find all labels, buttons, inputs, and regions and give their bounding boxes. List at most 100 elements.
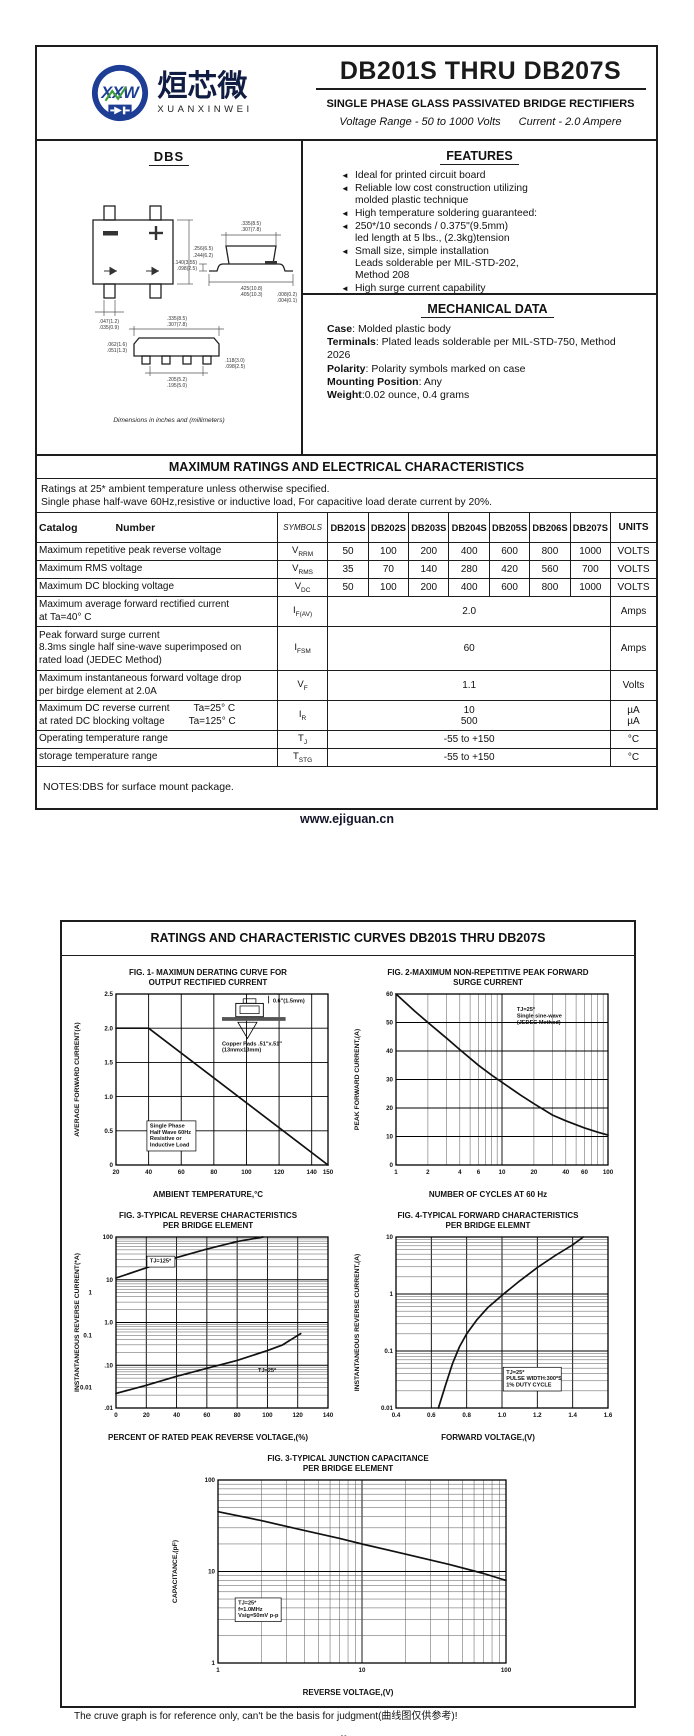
- svg-text:.062(1.6): .062(1.6): [107, 342, 127, 348]
- table-notes: NOTES:DBS for surface mount package.: [43, 781, 234, 793]
- curves-disclaimer: The cruve graph is for reference only, c…: [74, 1711, 458, 1722]
- logo-text: 烜芯微 XUANXINWEI: [157, 70, 252, 116]
- svg-text:40: 40: [145, 1169, 152, 1176]
- table-row: Maximum instantaneous forward voltage dr…: [37, 670, 656, 701]
- model-header: DB201S: [327, 512, 369, 543]
- symbol-cell: IFSM: [276, 626, 329, 671]
- features-heading: FEATURES: [440, 149, 519, 165]
- parameter-label: Maximum repetitive peak reverse voltage: [37, 542, 278, 561]
- svg-text:10: 10: [386, 1134, 393, 1141]
- svg-text:.335(8.5): .335(8.5): [167, 316, 187, 322]
- mechanical-row: Terminals: Plated leads solderable per M…: [327, 336, 616, 362]
- voltage-range: Voltage Range - 50 to 1000 Volts: [339, 116, 501, 128]
- fig4-chart: 0.4 0.6 0.8 1.0 1.2 1.4 1.6 0.01 0.1 1 10 INSTANTAN…: [354, 1234, 613, 1419]
- value-cell: 1000: [569, 578, 612, 597]
- fig1-xlabel: AMBIENT TEMPERATURE,°C: [152, 1190, 264, 1199]
- page2-frame: RATINGS AND CHARACTERISTIC CURVES DB201S…: [60, 920, 636, 1736]
- svg-text:1.2: 1.2: [533, 1412, 542, 1419]
- fig5-chart: 1 10 100 1 10 100 CAPACITANCE,(pF) TJ=25*f=1.0M…: [172, 1477, 512, 1674]
- fig2-title: FIG. 2-MAXIMUM NON-REPETITIVE PEAK FORWA…: [387, 968, 589, 987]
- feature-text: Ideal for printed circuit board: [355, 170, 486, 181]
- units-cell: Amps: [610, 626, 656, 671]
- fig2-xlabel: NUMBER OF CYCLES AT 60 Hz: [428, 1190, 548, 1199]
- symbol-cell: VRMS: [276, 560, 329, 579]
- svg-text:.098(2.5): .098(2.5): [225, 364, 245, 370]
- value-cell: 600: [488, 542, 531, 561]
- figure-fig3: FIG. 3-TYPICAL REVERSE CHARACTERISTICS PE…: [70, 1211, 346, 1442]
- model-header: DB207S: [569, 512, 612, 543]
- table-row: Maximum average forward rectified curren…: [37, 596, 656, 627]
- mechanical-row: Mounting Position: Any: [327, 375, 442, 388]
- feature-text: Reliable low cost construction utilizing…: [355, 183, 528, 206]
- company-logo: XXW 烜芯微 XUANXINWEI: [37, 47, 305, 139]
- svg-text:.307(7.8): .307(7.8): [167, 322, 187, 328]
- svg-text:Resistive or: Resistive or: [150, 1136, 183, 1142]
- svg-text:0: 0: [110, 1162, 114, 1169]
- svg-text:2.0: 2.0: [104, 1025, 113, 1032]
- value-cell: 50: [327, 578, 369, 597]
- svg-text:PEAK FORWARD CURRENT,(A): PEAK FORWARD CURRENT,(A): [354, 1029, 361, 1130]
- feature-bullet-icon: ◄: [341, 184, 349, 193]
- value-cell: 400: [448, 542, 490, 561]
- ratings-condition-2: Single phase half-wave 60Hz,resistive or…: [41, 497, 493, 508]
- svg-text:Inductive Load: Inductive Load: [150, 1143, 190, 1149]
- svg-text:.425(10.8): .425(10.8): [240, 286, 263, 292]
- company-name-chinese: 烜芯微: [157, 70, 248, 103]
- svg-text:40: 40: [173, 1412, 180, 1419]
- figure-fig4: FIG. 4-TYPICAL FORWARD CHARACTERISTICS PE…: [350, 1211, 626, 1442]
- feature-text: High surge current capability: [355, 283, 486, 294]
- fig5-title: FIG. 3-TYPICAL JUNCTION CAPACITANCE PER B…: [267, 1454, 429, 1473]
- package-outline-drawing: .256(6.5) .244(6.2) .047(1.2) .035(0.9): [92, 205, 297, 389]
- figure-fig1: FIG. 1- MAXIMUN DERATING CURVE FOR OUTPUT…: [70, 968, 346, 1199]
- fig5-xlabel: REVERSE VOLTAGE,(V): [302, 1688, 394, 1697]
- units-cell: °C: [610, 748, 656, 767]
- ratings-summary: Voltage Range - 50 to 1000 Volts Current …: [305, 116, 656, 128]
- value-cell: 560: [529, 560, 571, 579]
- feature-bullet-icon: ◄: [341, 171, 349, 180]
- mechanical-row: Polarity: Polarity symbols marked on cas…: [327, 362, 526, 375]
- svg-text:0.5: 0.5: [104, 1128, 113, 1135]
- units-cell: °C: [610, 730, 656, 749]
- value-span-cell: 60: [327, 626, 612, 671]
- fig2-chart: 1 2 4 6 10 20 40 60 100 0 10 20 30 40 50 60 PEAK FORWARD…: [354, 991, 614, 1176]
- svg-text:Vsig=50mV p-p: Vsig=50mV p-p: [238, 1613, 279, 1619]
- svg-text:140: 140: [307, 1169, 318, 1176]
- fig3-chart: 0 20 40 60 80 100 120 140 .01 .10 1.0 10 100 1 0.1 0.01…: [74, 1234, 334, 1419]
- svg-text:10: 10: [359, 1667, 366, 1674]
- svg-text:1: 1: [212, 1660, 216, 1667]
- title-rule: [315, 88, 646, 90]
- svg-text:1.0: 1.0: [498, 1412, 507, 1419]
- value-span-cell: -55 to +150: [327, 730, 612, 749]
- fig3-title: FIG. 3-TYPICAL REVERSE CHARACTERISTICS PE…: [118, 1211, 298, 1230]
- svg-text:1.4: 1.4: [568, 1412, 577, 1419]
- value-cell: 800: [529, 542, 571, 561]
- svg-text:.140(3.55): .140(3.55): [174, 260, 197, 266]
- model-header: DB204S: [448, 512, 490, 543]
- svg-text:.035(0.9): .035(0.9): [99, 325, 119, 331]
- curves-section-heading: RATINGS AND CHARACTERISTIC CURVES DB201S…: [62, 922, 634, 956]
- svg-text:100: 100: [603, 1169, 614, 1176]
- mechanical-row: Weight:0.02 ounce, 0.4 grams: [327, 389, 470, 402]
- table-row: Peak forward surge current 8.3ms single h…: [37, 626, 656, 671]
- svg-text:50: 50: [386, 1020, 393, 1027]
- svg-text:Single Phase: Single Phase: [150, 1123, 185, 1129]
- symbol-cell: IF(AV): [276, 596, 329, 627]
- title-block: DB201S THRU DB207S SINGLE PHASE GLASS PA…: [305, 47, 656, 139]
- svg-text:2.5: 2.5: [104, 991, 113, 998]
- table-row: Operating temperature range TJ -55 to +150…: [37, 730, 656, 749]
- parameter-label: Maximum RMS voltage: [37, 560, 278, 579]
- feature-item: ◄ Small size, simple installation Leads so…: [341, 246, 656, 282]
- ratings-section-heading: MAXIMUM RATINGS AND ELECTRICAL CHARACTER…: [37, 456, 656, 479]
- part-number-title: DB201S THRU DB207S: [339, 57, 622, 85]
- svg-text:TJ=25*: TJ=25*: [238, 1600, 257, 1606]
- figure-row-1: FIG. 1- MAXIMUN DERATING CURVE FOR OUTPUT…: [62, 956, 634, 1199]
- value-cell: 400: [448, 578, 490, 597]
- svg-text:100: 100: [501, 1667, 512, 1674]
- svg-text:4: 4: [458, 1169, 462, 1176]
- value-cell: 420: [488, 560, 531, 579]
- value-cell: 100: [367, 578, 410, 597]
- table-row: Maximum DC blocking voltage VDC 50 100 200 40…: [37, 578, 656, 597]
